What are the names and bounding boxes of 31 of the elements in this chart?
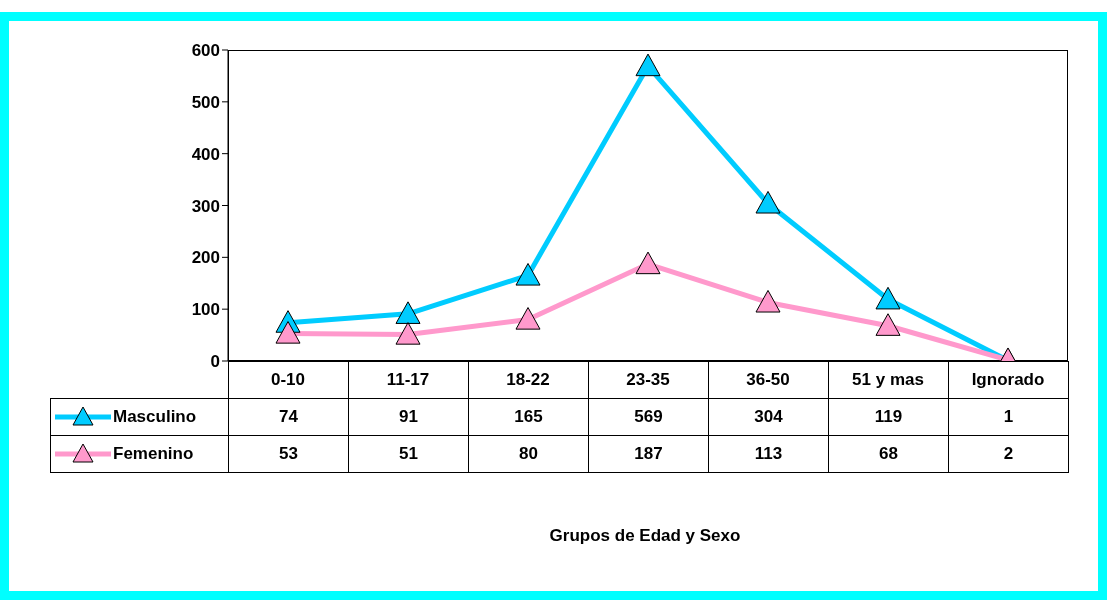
data-label: 187: [588, 435, 709, 473]
data-label: 53: [228, 435, 349, 473]
data-label: 165: [468, 398, 589, 436]
y-tick-label: 500: [191, 92, 220, 112]
y-tick-label: 200: [191, 248, 220, 268]
data-label: 304: [708, 398, 829, 436]
x-tick-label: 11-17: [386, 370, 430, 390]
legend-label: Masculino: [113, 407, 197, 427]
data-label: 569: [588, 398, 709, 436]
x-tick-label: 23-35: [626, 370, 670, 390]
data-label: 51: [348, 435, 469, 473]
data-label: 68: [828, 435, 949, 473]
x-tick-label: 0-10: [270, 370, 306, 390]
data-label: 74: [228, 398, 349, 436]
x-tick-label: 51 y mas: [852, 370, 924, 390]
y-tick-label: 0: [210, 352, 220, 372]
data-label: 113: [708, 435, 829, 473]
data-label: 80: [468, 435, 589, 473]
y-tick-label: 300: [191, 196, 220, 216]
x-tick-label: 18-22: [506, 370, 550, 390]
x-tick-label: Ignorado: [971, 370, 1045, 390]
data-label: 91: [348, 398, 469, 436]
data-label: 1: [948, 398, 1069, 436]
text: Grupos de Edad y Sexo: [548, 526, 742, 546]
data-label: 119: [828, 398, 949, 436]
legend-label: Femenino: [113, 444, 194, 464]
data-label: 2: [948, 435, 1069, 473]
y-tick-label: 400: [191, 144, 220, 164]
x-tick-label: 36-50: [746, 370, 790, 390]
y-tick-label: 600: [191, 41, 220, 61]
y-tick-label: 100: [191, 300, 220, 320]
